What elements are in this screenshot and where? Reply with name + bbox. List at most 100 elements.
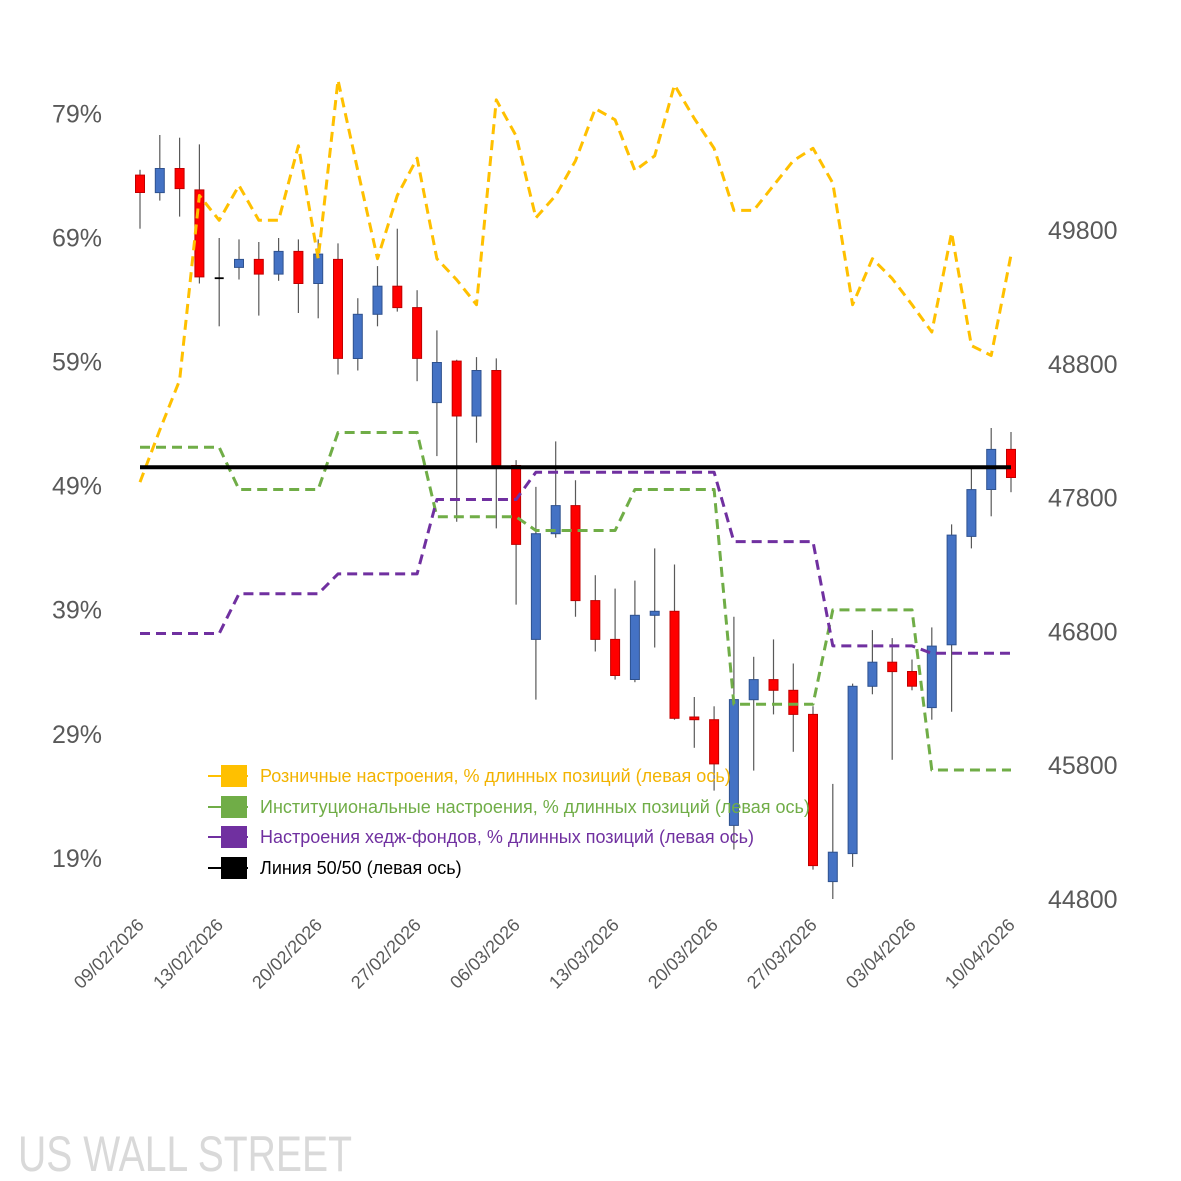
- retail-sentiment-line: [138, 78, 1013, 483]
- candle-body: [847, 685, 858, 855]
- candle-body: [649, 610, 660, 616]
- candle-body: [748, 679, 759, 701]
- candle-body: [293, 250, 304, 284]
- right-axis-tick-label: 48800: [1048, 351, 1118, 379]
- candle-down: [788, 663, 799, 752]
- legend-label-fifty-fifty: Линия 50/50 (левая ось): [260, 858, 462, 878]
- candle-up: [827, 783, 838, 899]
- x-axis-tick-label: 03/04/2026: [842, 915, 920, 993]
- candle-body: [570, 505, 581, 602]
- candle-body: [689, 716, 700, 721]
- candle-down: [174, 137, 185, 217]
- candle-down: [1006, 432, 1016, 493]
- candle-body: [709, 719, 720, 765]
- candle-down: [451, 359, 462, 522]
- x-axis-tick-label: 27/03/2026: [743, 915, 821, 993]
- candle-up: [748, 656, 759, 771]
- candle-down: [590, 575, 601, 652]
- candle-down: [333, 243, 343, 375]
- legend-swatch-institutional: [221, 796, 247, 818]
- x-axis-tick-label: 09/02/2026: [70, 915, 148, 993]
- candle-up: [154, 135, 165, 201]
- sentiment-series: [138, 78, 1013, 772]
- right-axis-tick-label: 45800: [1048, 752, 1118, 780]
- candle-body: [550, 505, 561, 535]
- candle-down: [511, 460, 522, 605]
- left-axis-tick-label: 79%: [52, 100, 102, 128]
- watermark: US WALL STREET: [18, 1126, 352, 1181]
- hedge-fund-sentiment-line: [140, 470, 1011, 655]
- legend-label-institutional: Институциональные настроения, % длинных …: [260, 797, 810, 817]
- candle-down: [253, 242, 264, 316]
- x-axis-tick-label: 13/03/2026: [545, 915, 623, 993]
- candle-body: [610, 638, 621, 677]
- candle-doji: [214, 238, 224, 327]
- x-axis-tick-label: 06/03/2026: [446, 915, 524, 993]
- candle-up: [431, 330, 442, 457]
- candle-up: [352, 298, 363, 371]
- candle-body: [154, 168, 165, 194]
- right-axis-tick-label: 49800: [1048, 217, 1118, 245]
- candle-body: [530, 533, 541, 640]
- candle-body: [1006, 448, 1016, 478]
- candle-body: [333, 258, 343, 359]
- candle-down: [610, 588, 621, 680]
- candle-body: [946, 534, 957, 646]
- x-axis: 09/02/2026 13/02/2026 20/02/2026 27/02/2026…: [70, 915, 1019, 993]
- candle-body: [491, 370, 502, 466]
- candle-down: [887, 638, 898, 760]
- candle-up: [530, 486, 541, 700]
- candle-up: [966, 468, 977, 549]
- candle-up: [986, 428, 997, 517]
- candle-up: [471, 357, 482, 443]
- candle-down: [392, 228, 403, 312]
- legend-swatch-retail: [221, 765, 247, 787]
- candle-down: [808, 706, 818, 870]
- candle-body: [431, 362, 442, 404]
- legend-item-institutional: Институциональные настроения, % длинных …: [208, 796, 810, 818]
- candle-body: [629, 614, 640, 680]
- candle-body: [788, 689, 799, 715]
- candle-down: [570, 480, 581, 617]
- left-axis-tick-label: 39%: [52, 597, 102, 625]
- candle-body: [234, 258, 244, 268]
- candlestick-series: [135, 135, 1016, 899]
- x-axis-tick-label: 13/02/2026: [149, 915, 227, 993]
- right-axis-tick-label: 46800: [1048, 618, 1118, 646]
- legend-item-fifty-fifty: Линия 50/50 (левая ось): [208, 857, 462, 879]
- right-axis: 49800 48800 47800 46800 45800 44800: [1048, 217, 1118, 914]
- candle-up: [372, 266, 383, 327]
- legend-swatch-fifty-fifty: [221, 857, 247, 879]
- x-axis-tick-label: 27/02/2026: [347, 915, 425, 993]
- candle-down: [669, 564, 680, 720]
- candle-body: [907, 671, 917, 687]
- candle-body: [986, 448, 997, 490]
- candle-body: [313, 253, 324, 285]
- candle-up: [847, 683, 858, 867]
- right-axis-tick-label: 47800: [1048, 485, 1118, 513]
- candle-down: [768, 639, 779, 715]
- candle-body: [867, 661, 878, 687]
- left-axis: 79% 69% 59% 49% 39% 29% 19%: [52, 100, 102, 872]
- left-axis-tick-label: 59%: [52, 349, 102, 377]
- candle-down: [907, 659, 917, 691]
- candle-body: [887, 661, 898, 673]
- candle-body: [412, 307, 423, 359]
- candle-up: [273, 238, 284, 281]
- candle-body: [253, 258, 264, 275]
- candle-up: [867, 630, 878, 695]
- candle-body: [669, 610, 680, 719]
- candle-up: [926, 627, 937, 720]
- candle-up: [629, 580, 640, 683]
- legend-item-retail: Розничные настроения, % длинных позиций …: [208, 765, 731, 787]
- candle-up: [550, 441, 561, 538]
- candle-body: [174, 168, 185, 190]
- candle-body: [926, 645, 937, 709]
- legend: Розничные настроения, % длинных позиций …: [208, 765, 810, 879]
- candle-down: [412, 290, 423, 382]
- legend-label-hedge-funds: Настроения хедж-фондов, % длинных позици…: [260, 827, 754, 847]
- candle-body: [135, 174, 145, 194]
- candle-up: [649, 548, 660, 648]
- x-axis-tick-label: 20/03/2026: [644, 915, 722, 993]
